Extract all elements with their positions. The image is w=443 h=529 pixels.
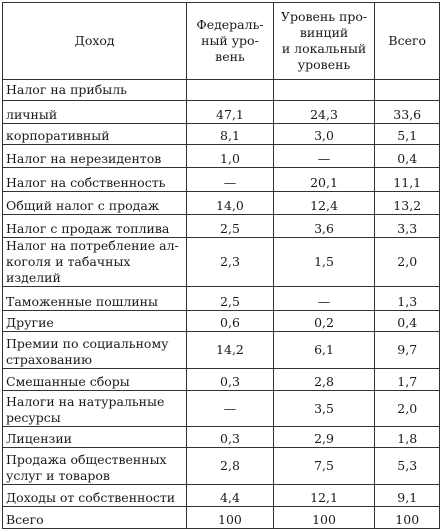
table-header-row: Доход Федераль- ный уро- вень Уровень пр…	[1, 2, 440, 80]
empty-cell	[374, 79, 440, 101]
cell-provincial: 6,1	[272, 331, 376, 369]
cell-provincial: 3,6	[272, 214, 376, 238]
cell-federal: 2,3	[186, 237, 274, 287]
cell-total: 5,3	[374, 447, 440, 485]
cell-total: 0,4	[374, 310, 440, 332]
table-row: Налог с продаж топлива 2,5 3,6 3,3	[1, 214, 440, 238]
cell-total: 9,7	[374, 331, 440, 369]
table-row: Таможенные пошлины 2,5—1,3	[1, 286, 440, 311]
table-row: Другие 0,6 0,2 0,4	[1, 310, 440, 332]
cell-federal: 0,6	[186, 310, 274, 332]
row-label: Другие	[1, 310, 188, 332]
row-label: Смешанные сборы	[1, 368, 188, 391]
header-income: Доход	[1, 2, 188, 80]
cell-total: 33,6	[374, 100, 440, 124]
row-label: Налог с продаж топлива	[1, 214, 188, 238]
cell-federal: 14,2	[186, 331, 274, 369]
row-label: Налог на нерезидентов	[1, 144, 188, 168]
table-row: Смешанные сборы 0,3 2,8 1,7	[1, 368, 440, 391]
cell-provincial: 2,8	[272, 368, 376, 391]
header-provincial: Уровень про- винций и локальный уровень	[272, 2, 376, 80]
cell-federal: 2,5	[186, 286, 274, 311]
cell-federal: 2,5	[186, 214, 274, 238]
cell-total: 1,8	[374, 426, 440, 448]
table-row: Доходы от собственности 4,4 12,1 9,1	[1, 484, 440, 507]
cell-total: 0,4	[374, 144, 440, 168]
table-row: Продажа общественных услуг и товаров 2,8 7…	[1, 447, 440, 485]
cell-provincial: 3,0	[272, 123, 376, 145]
cell-total: 1,3	[374, 286, 440, 311]
cell-federal: 14,0	[186, 191, 274, 215]
row-label: Всего	[1, 506, 188, 529]
cell-provincial: 7,5	[272, 447, 376, 485]
section-row: Налог на прибыль	[1, 79, 440, 101]
cell-provincial: 24,3	[272, 100, 376, 124]
table-row: Премии по социальному страхованию 14,2 6,1…	[1, 331, 440, 369]
cell-federal: 0,3	[186, 426, 274, 448]
table-row: Налог на нерезидентов 1,0—0,4	[1, 144, 440, 168]
cell-total: 2,0	[374, 237, 440, 287]
cell-provincial: 1,5	[272, 237, 376, 287]
table-row: Общий налог с продаж 14,0 12,4 13,2	[1, 191, 440, 215]
row-label: Общий налог с продаж	[1, 191, 188, 215]
row-label: Премии по социальному страхованию	[1, 331, 188, 369]
row-label: корпоративный	[1, 123, 188, 145]
row-label: Налоги на натуральные ресурсы	[1, 390, 188, 427]
row-label: Лицензии	[1, 426, 188, 448]
cell-total: 13,2	[374, 191, 440, 215]
cell-total: 100	[374, 506, 440, 529]
cell-provincial: 20,1	[272, 167, 376, 192]
cell-provincial: —	[272, 144, 376, 168]
table-row: Налог на потребление ал- коголя и табачн…	[1, 237, 440, 287]
row-label: Налог на потребление ал- коголя и табачн…	[1, 237, 188, 287]
cell-provincial: 2,9	[272, 426, 376, 448]
cell-total: 3,3	[374, 214, 440, 238]
table-row: Налоги на натуральные ресурсы —3,5 2,0	[1, 390, 440, 427]
cell-federal: 1,0	[186, 144, 274, 168]
section-label: Налог на прибыль	[1, 79, 188, 101]
table-row: личный 47,1 24,3 33,6	[1, 100, 440, 124]
cell-total: 9,1	[374, 484, 440, 507]
row-label: личный	[1, 100, 188, 124]
cell-provincial: —	[272, 286, 376, 311]
row-label: Налог на собственность	[1, 167, 188, 192]
cell-federal: 2,8	[186, 447, 274, 485]
row-label: Доходы от собственности	[1, 484, 188, 507]
cell-federal: 100	[186, 506, 274, 529]
cell-total: 1,7	[374, 368, 440, 391]
table-row: корпоративный 8,1 3,0 5,1	[1, 123, 440, 145]
row-label: Продажа общественных услуг и товаров	[1, 447, 188, 485]
cell-federal: 47,1	[186, 100, 274, 124]
cell-federal: —	[186, 390, 274, 427]
cell-total: 2,0	[374, 390, 440, 427]
row-label: Таможенные пошлины	[1, 286, 188, 311]
cell-total: 11,1	[374, 167, 440, 192]
cell-provincial: 12,1	[272, 484, 376, 507]
cell-total: 5,1	[374, 123, 440, 145]
header-total: Всего	[374, 2, 440, 80]
table-row: Всего 100 100 100	[1, 506, 440, 529]
table-row: Лицензии 0,3 2,9 1,8	[1, 426, 440, 448]
empty-cell	[272, 79, 376, 101]
header-federal: Федераль- ный уро- вень	[186, 2, 274, 80]
cell-provincial: 3,5	[272, 390, 376, 427]
cell-provincial: 12,4	[272, 191, 376, 215]
cell-provincial: 100	[272, 506, 376, 529]
cell-federal: —	[186, 167, 274, 192]
cell-provincial: 0,2	[272, 310, 376, 332]
cell-federal: 4,4	[186, 484, 274, 507]
table-row: Налог на собственность —20,1 11,1	[1, 167, 440, 192]
cell-federal: 0,3	[186, 368, 274, 391]
cell-federal: 8,1	[186, 123, 274, 145]
empty-cell	[186, 79, 274, 101]
